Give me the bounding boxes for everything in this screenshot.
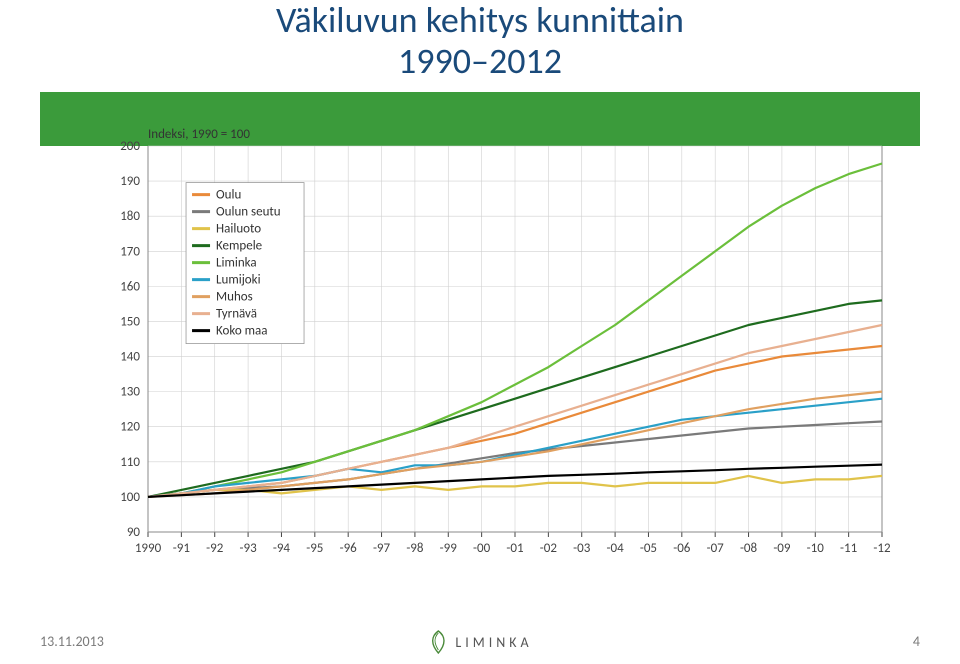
title-line2: 1990–2012 bbox=[0, 41, 960, 82]
svg-text:-09: -09 bbox=[773, 541, 791, 556]
svg-text:-97: -97 bbox=[373, 541, 391, 556]
svg-text:-99: -99 bbox=[440, 541, 458, 556]
logo-text: LIMINKA bbox=[455, 634, 532, 651]
svg-text:Kempele: Kempele bbox=[216, 239, 262, 254]
svg-text:-94: -94 bbox=[273, 541, 291, 556]
svg-text:-98: -98 bbox=[406, 541, 424, 556]
svg-text:-91: -91 bbox=[173, 541, 190, 556]
svg-text:170: 170 bbox=[120, 244, 140, 259]
svg-text:Indeksi, 1990 = 100: Indeksi, 1990 = 100 bbox=[148, 127, 250, 142]
svg-text:-10: -10 bbox=[807, 541, 825, 556]
svg-text:-07: -07 bbox=[707, 541, 725, 556]
svg-text:150: 150 bbox=[120, 314, 140, 329]
svg-text:Lumijoki: Lumijoki bbox=[216, 273, 261, 288]
svg-text:Liminka: Liminka bbox=[216, 256, 257, 271]
svg-text:-96: -96 bbox=[340, 541, 358, 556]
svg-text:-12: -12 bbox=[873, 541, 891, 556]
logo: LIMINKA bbox=[427, 630, 532, 654]
svg-text:-02: -02 bbox=[540, 541, 558, 556]
svg-text:-08: -08 bbox=[740, 541, 758, 556]
svg-text:Oulun seutu: Oulun seutu bbox=[216, 205, 281, 220]
population-chart: 901001101201301401501601701801902001990-… bbox=[100, 120, 890, 560]
svg-text:110: 110 bbox=[120, 455, 140, 470]
svg-text:130: 130 bbox=[120, 385, 140, 400]
svg-text:160: 160 bbox=[120, 279, 140, 294]
svg-text:140: 140 bbox=[120, 350, 140, 365]
svg-text:-01: -01 bbox=[506, 541, 523, 556]
svg-text:-93: -93 bbox=[240, 541, 258, 556]
svg-text:-03: -03 bbox=[573, 541, 591, 556]
title-block: Väkiluvun kehitys kunnittain 1990–2012 bbox=[0, 0, 960, 83]
svg-text:Hailuoto: Hailuoto bbox=[216, 222, 261, 237]
svg-text:-06: -06 bbox=[673, 541, 691, 556]
svg-text:-00: -00 bbox=[473, 541, 491, 556]
svg-text:Koko maa: Koko maa bbox=[216, 324, 267, 339]
svg-text:-92: -92 bbox=[206, 541, 224, 556]
svg-text:-95: -95 bbox=[306, 541, 323, 556]
svg-text:100: 100 bbox=[120, 490, 140, 505]
svg-text:90: 90 bbox=[127, 525, 141, 540]
svg-text:180: 180 bbox=[120, 209, 140, 224]
svg-text:Tyrnävä: Tyrnävä bbox=[216, 307, 257, 322]
leaf-icon bbox=[427, 630, 449, 654]
svg-text:120: 120 bbox=[120, 420, 140, 435]
footer-page: 4 bbox=[913, 633, 920, 650]
svg-text:1990: 1990 bbox=[135, 541, 162, 556]
svg-text:-04: -04 bbox=[607, 541, 625, 556]
footer-date: 13.11.2013 bbox=[40, 633, 104, 650]
svg-text:-05: -05 bbox=[640, 541, 657, 556]
svg-text:Muhos: Muhos bbox=[216, 290, 253, 305]
svg-text:200: 200 bbox=[120, 139, 140, 154]
svg-text:Oulu: Oulu bbox=[216, 188, 241, 203]
svg-text:190: 190 bbox=[120, 174, 140, 189]
title-line1: Väkiluvun kehitys kunnittain bbox=[0, 0, 960, 41]
svg-text:-11: -11 bbox=[840, 541, 857, 556]
